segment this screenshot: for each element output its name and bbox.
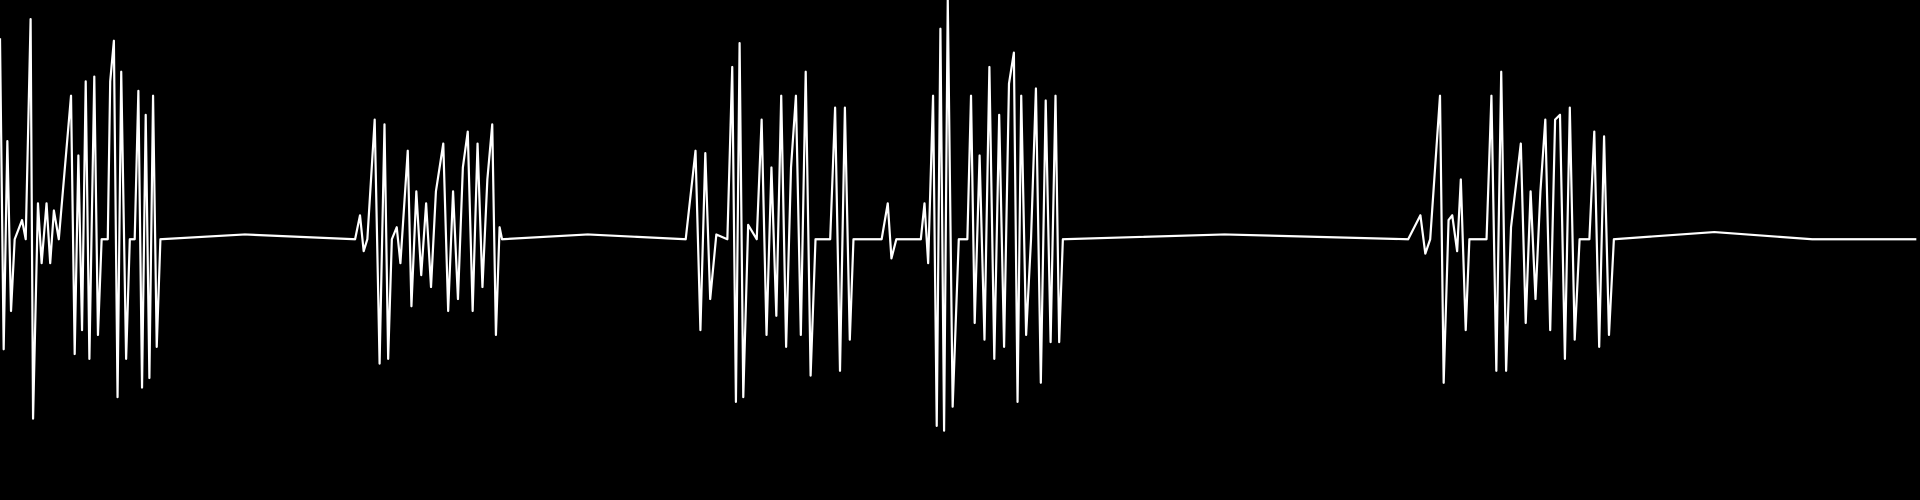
waveform [0, 0, 1917, 432]
